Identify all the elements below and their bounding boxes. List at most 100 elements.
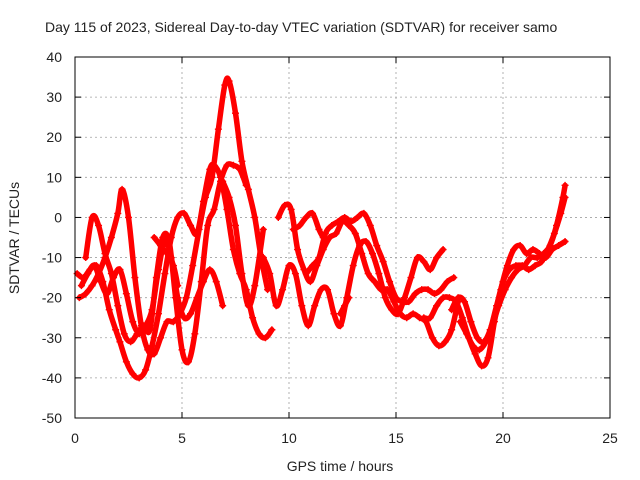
data-point <box>349 262 357 270</box>
data-point <box>259 225 267 233</box>
data-point <box>450 274 458 282</box>
data-point <box>172 294 180 302</box>
data-point <box>345 294 353 302</box>
data-point <box>523 250 531 258</box>
data-point <box>336 322 344 330</box>
y-tick-label: -40 <box>42 370 62 386</box>
data-point <box>317 286 325 294</box>
data-point <box>319 234 327 241</box>
data-point <box>131 274 139 282</box>
data-point <box>473 334 481 342</box>
data-point <box>287 205 295 213</box>
data-point <box>148 342 156 350</box>
data-point <box>77 282 85 290</box>
data-point <box>441 338 449 346</box>
series-layer <box>73 75 569 382</box>
data-point <box>437 286 445 294</box>
data-point <box>118 185 126 193</box>
data-point <box>122 290 130 298</box>
data-point <box>187 310 195 318</box>
data-point <box>341 302 349 310</box>
data-point <box>197 278 205 286</box>
data-point <box>133 330 141 338</box>
x-tick-label: 5 <box>178 430 186 446</box>
data-point <box>229 161 237 169</box>
data-point <box>219 302 227 310</box>
data-point <box>169 262 177 270</box>
data-point <box>225 193 233 201</box>
data-point <box>443 278 451 286</box>
data-point <box>184 358 192 366</box>
data-point <box>371 278 379 286</box>
data-point <box>407 274 415 282</box>
data-point <box>152 274 160 282</box>
data-point <box>403 314 411 322</box>
data-point <box>360 209 368 217</box>
data-point <box>302 270 310 278</box>
data-point <box>431 290 439 298</box>
data-point <box>180 209 188 217</box>
data-point <box>540 250 548 258</box>
data-point <box>139 322 147 330</box>
y-axis-label: SDTVAR / TECUs <box>6 182 22 294</box>
data-point <box>285 262 293 270</box>
data-point <box>88 213 96 221</box>
x-axis-label: GPS time / hours <box>287 458 394 474</box>
data-point <box>446 294 453 302</box>
data-point <box>420 258 428 266</box>
data-point <box>255 330 263 338</box>
data-point <box>351 229 359 237</box>
data-point <box>116 266 124 274</box>
data-point <box>127 338 135 346</box>
data-point <box>555 242 563 250</box>
data-point <box>95 221 103 229</box>
y-tick-label: -20 <box>42 290 62 306</box>
data-point <box>261 334 269 342</box>
data-point <box>112 326 120 334</box>
data-point <box>135 374 143 382</box>
data-point <box>232 221 239 229</box>
data-point <box>388 306 396 314</box>
data-point <box>204 221 212 229</box>
data-point <box>163 318 171 326</box>
data-point <box>315 225 323 233</box>
data-point <box>214 125 222 133</box>
data-point <box>236 165 244 173</box>
data-point <box>309 209 317 217</box>
data-point <box>467 318 475 326</box>
data-point <box>469 342 477 350</box>
data-point <box>510 246 518 254</box>
data-point <box>306 278 314 286</box>
data-point <box>289 225 297 233</box>
data-point <box>501 286 509 294</box>
data-point <box>561 238 569 246</box>
data-point <box>174 282 182 290</box>
data-point <box>398 298 406 306</box>
data-point <box>488 322 496 330</box>
data-point <box>484 354 492 362</box>
data-point <box>163 250 171 258</box>
data-point <box>420 314 428 322</box>
data-point <box>114 302 122 310</box>
data-point <box>221 81 229 89</box>
data-point <box>142 366 150 374</box>
data-point <box>435 342 443 350</box>
data-point <box>107 270 115 278</box>
data-point <box>525 266 533 274</box>
data-point <box>225 77 233 85</box>
data-point <box>478 362 486 370</box>
data-point <box>208 173 216 181</box>
data-point <box>463 330 471 338</box>
data-point <box>362 238 370 246</box>
data-point <box>353 213 361 221</box>
data-point <box>272 302 280 310</box>
data-point <box>191 330 199 338</box>
data-point <box>180 314 188 322</box>
data-point <box>242 181 250 189</box>
data-point <box>125 213 132 221</box>
data-point <box>107 234 115 241</box>
data-point <box>178 346 186 354</box>
data-point <box>433 254 441 262</box>
data-point <box>174 213 182 221</box>
